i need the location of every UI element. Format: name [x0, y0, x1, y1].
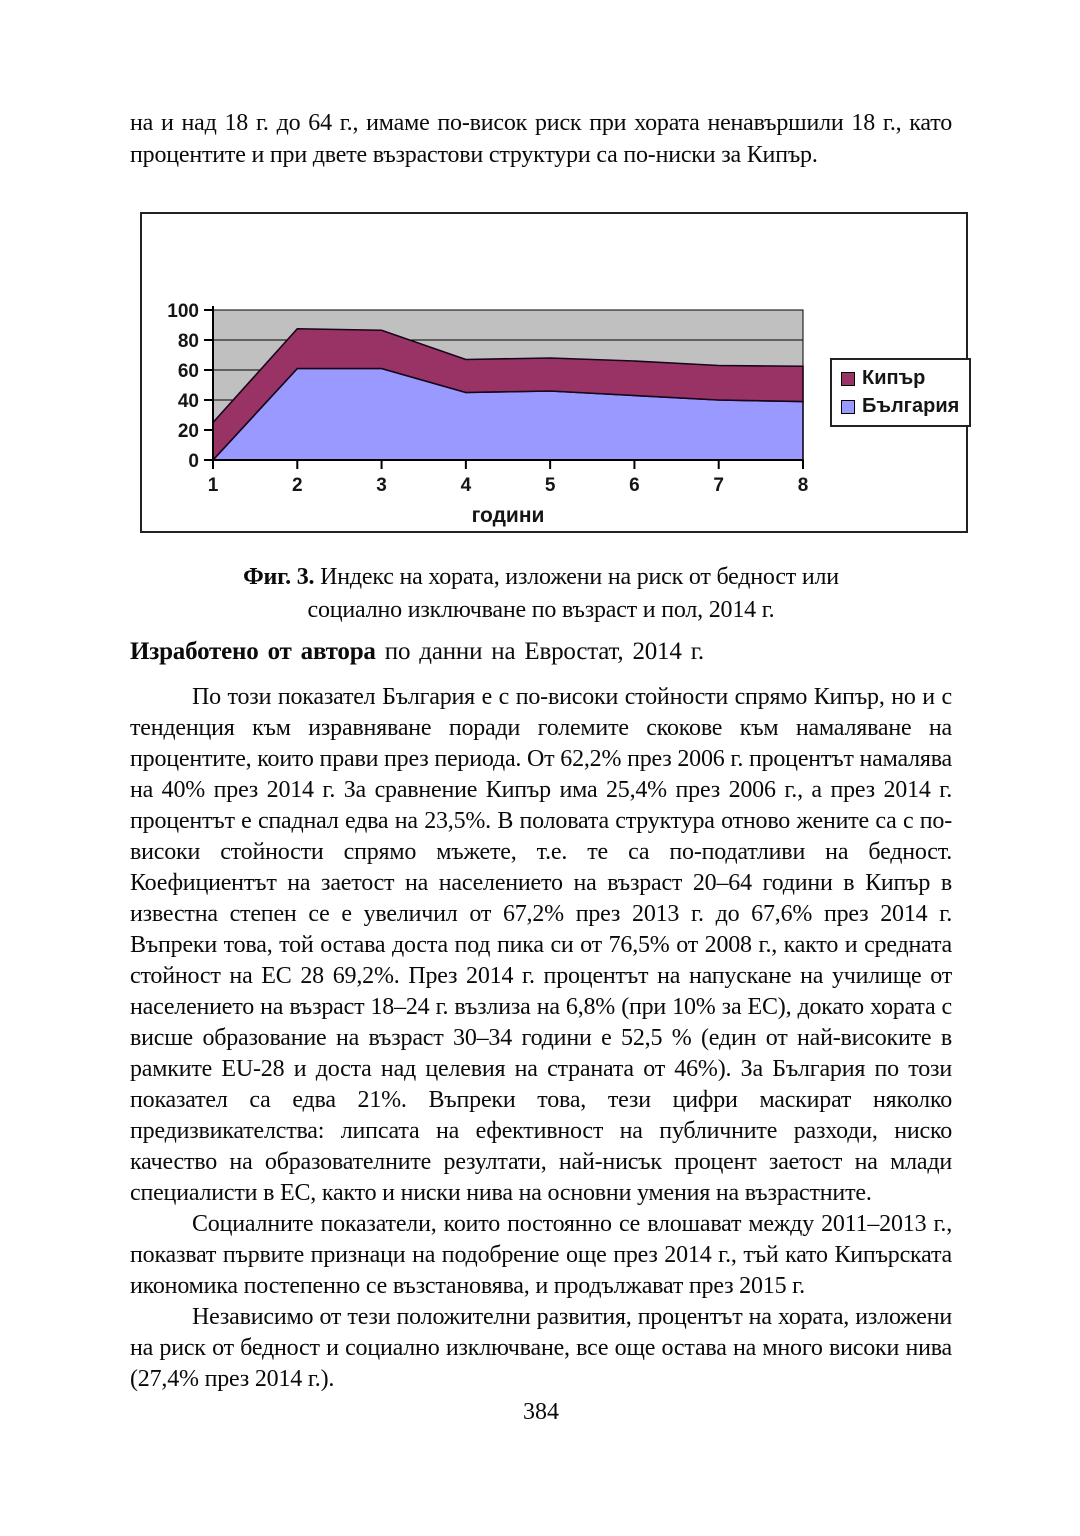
page-number: 384 [523, 1399, 559, 1425]
x-tick-label-4: 4 [461, 475, 472, 496]
legend-swatch-cyprus-icon [841, 371, 855, 386]
body-paragraph-3: Независимо от тези положителни развития,… [130, 1304, 952, 1392]
x-tick-label-3: 3 [376, 475, 387, 496]
legend-label-bulgaria: България [862, 395, 960, 417]
x-tick-label-6: 6 [629, 475, 640, 496]
figure-chart-svg: 0 20 40 60 80 100 1 2 3 4 5 6 7 8 години [167, 301, 809, 527]
legend-label-cyprus: Кипър [862, 367, 926, 389]
x-tick-label-1: 1 [208, 475, 219, 496]
source-credit: Изработено от автора по данни на Евроста… [130, 636, 952, 667]
legend-entry-bulgaria: България [841, 395, 959, 418]
body-text: По този показател България е с по-високи… [130, 682, 952, 1395]
figure-caption-text: Индекс на хората, изложени на риск от бе… [320, 564, 839, 590]
y-tick-label-100: 100 [167, 301, 199, 322]
figure-caption: Фиг. 3. Индекс на хората, изложени на ри… [130, 561, 952, 627]
y-tick-label-20: 20 [178, 421, 199, 442]
figure-caption-line-2: социално изключване по възраст и пол, 20… [307, 597, 775, 623]
y-tick-label-80: 80 [178, 331, 199, 352]
credit-source: по данни на Евростат, 2014 г. [384, 638, 704, 665]
body-paragraph-1: По този показател България е с по-високи… [130, 684, 952, 1206]
legend-entry-cyprus: Кипър [841, 367, 959, 390]
figure-caption-number: Фиг. 3. [243, 564, 315, 590]
x-tick-label-8: 8 [798, 475, 809, 496]
intro-paragraph: на и над 18 г. до 64 г., имаме по-висок … [130, 110, 952, 168]
figure-3: 0 20 40 60 80 100 1 2 3 4 5 6 7 8 години Кипър Българи… [140, 212, 972, 533]
y-tick-label-60: 60 [178, 361, 199, 382]
x-tick-label-5: 5 [545, 475, 556, 496]
figure-caption-line-1: Фиг. 3. Индекс на хората, изложени на ри… [130, 561, 952, 594]
area-series-1 [212, 327, 804, 463]
x-tick-label-2: 2 [292, 475, 303, 496]
y-tick-label-0: 0 [188, 451, 199, 472]
chart-legend: Кипър България [830, 358, 972, 427]
x-tick-label-7: 7 [713, 475, 724, 496]
body-paragraph-2: Социалните показатели, които постоянно с… [130, 1211, 952, 1299]
credit-author: Изработено от автора [130, 638, 376, 665]
y-tick-label-40: 40 [178, 391, 199, 412]
legend-swatch-bulgaria-icon [841, 399, 855, 414]
x-axis-title: години [472, 504, 545, 527]
